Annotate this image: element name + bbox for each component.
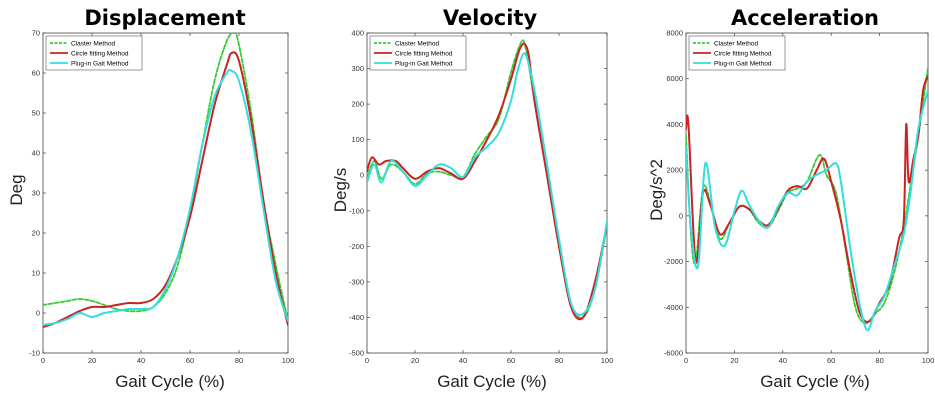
x-tick-label: 100	[601, 356, 614, 365]
y-tick-label: 0	[360, 171, 364, 180]
x-tick-label: 40	[459, 356, 467, 365]
y-tick-label: -4000	[664, 303, 683, 312]
legend-label: Circle fitting Method	[71, 50, 129, 57]
chart-title: Displacement	[84, 6, 245, 30]
y-tick-label: 60	[32, 69, 40, 78]
chart-title: Velocity	[443, 6, 538, 30]
x-tick-label: 80	[875, 356, 883, 365]
x-tick-label: 20	[88, 356, 96, 365]
y-tick-label: -300	[349, 277, 364, 286]
chart-title: Acceleration	[731, 6, 879, 30]
legend-label: Claster Method	[71, 40, 115, 47]
y-tick-label: 4000	[666, 120, 683, 129]
y-tick-label: 40	[32, 149, 40, 158]
series-line-1	[367, 42, 607, 321]
x-tick-label: 60	[827, 356, 835, 365]
legend-label: Claster Method	[395, 40, 439, 47]
y-tick-label: 6000	[666, 74, 683, 83]
x-tick-label: 40	[137, 356, 145, 365]
legend-label: Circle fitting Method	[714, 50, 772, 57]
x-tick-label: 60	[186, 356, 194, 365]
x-axis-label: Gait Cycle (%)	[437, 372, 547, 391]
x-tick-label: 80	[555, 356, 563, 365]
y-tick-label: 100	[351, 135, 364, 144]
y-tick-label: 30	[32, 189, 40, 198]
legend-label: Plug-in Gait Method	[71, 60, 129, 67]
y-tick-label: 50	[32, 109, 40, 118]
y-tick-label: 2000	[666, 166, 683, 175]
y-tick-label: -2000	[664, 257, 683, 266]
series-line-0	[43, 33, 288, 322]
plot-frame	[685, 32, 929, 354]
x-axis-label: Gait Cycle (%)	[115, 372, 225, 391]
y-tick-label: 8000	[666, 29, 683, 38]
legend-label: Circle fitting Method	[395, 50, 453, 57]
y-tick-label: -100	[349, 206, 364, 215]
y-tick-label: 200	[351, 100, 364, 109]
x-tick-label: 100	[282, 356, 295, 365]
y-tick-label: -400	[349, 313, 364, 322]
plot-frame	[42, 32, 289, 354]
x-tick-label: 0	[684, 356, 688, 365]
y-tick-label: -6000	[664, 349, 683, 358]
y-tick-label: -200	[349, 242, 364, 251]
series-line-1	[686, 75, 928, 323]
x-tick-label: 20	[730, 356, 738, 365]
y-tick-label: 400	[351, 29, 364, 38]
x-tick-label: 60	[507, 356, 515, 365]
series-line-2	[367, 52, 607, 316]
y-tick-label: 10	[32, 269, 40, 278]
y-axis-label: Deg/s^2	[647, 159, 666, 221]
x-tick-label: 80	[235, 356, 243, 365]
chart-panel-1: -500 -400 -300 -200 -100 0 100 200 300 400 0 20 40 60…	[331, 6, 613, 391]
x-tick-label: 20	[411, 356, 419, 365]
y-tick-label: 20	[32, 229, 40, 238]
x-tick-label: 100	[922, 356, 935, 365]
y-tick-label: -10	[29, 349, 40, 358]
y-axis-label: Deg	[7, 174, 26, 205]
series-line-2	[686, 89, 928, 332]
legend-label: Claster Method	[714, 40, 758, 47]
x-tick-label: 40	[779, 356, 787, 365]
y-tick-label: 0	[36, 309, 40, 318]
y-tick-label: 70	[32, 29, 40, 38]
x-axis-label: Gait Cycle (%)	[760, 372, 870, 391]
y-tick-label: 300	[351, 64, 364, 73]
plot-frame	[366, 32, 608, 354]
y-tick-label: 0	[679, 211, 683, 220]
x-tick-label: 0	[365, 356, 369, 365]
y-tick-label: -500	[349, 349, 364, 358]
series-line-2	[43, 68, 288, 326]
y-axis-label: Deg/s	[331, 168, 350, 212]
x-tick-label: 0	[41, 356, 45, 365]
chart-panel-2: -6000 -4000 -2000 0 2000 4000 6000 8000 0 20 40 60 8…	[647, 6, 934, 391]
legend-label: Plug-in Gait Method	[714, 60, 772, 67]
legend-label: Plug-in Gait Method	[395, 60, 453, 67]
